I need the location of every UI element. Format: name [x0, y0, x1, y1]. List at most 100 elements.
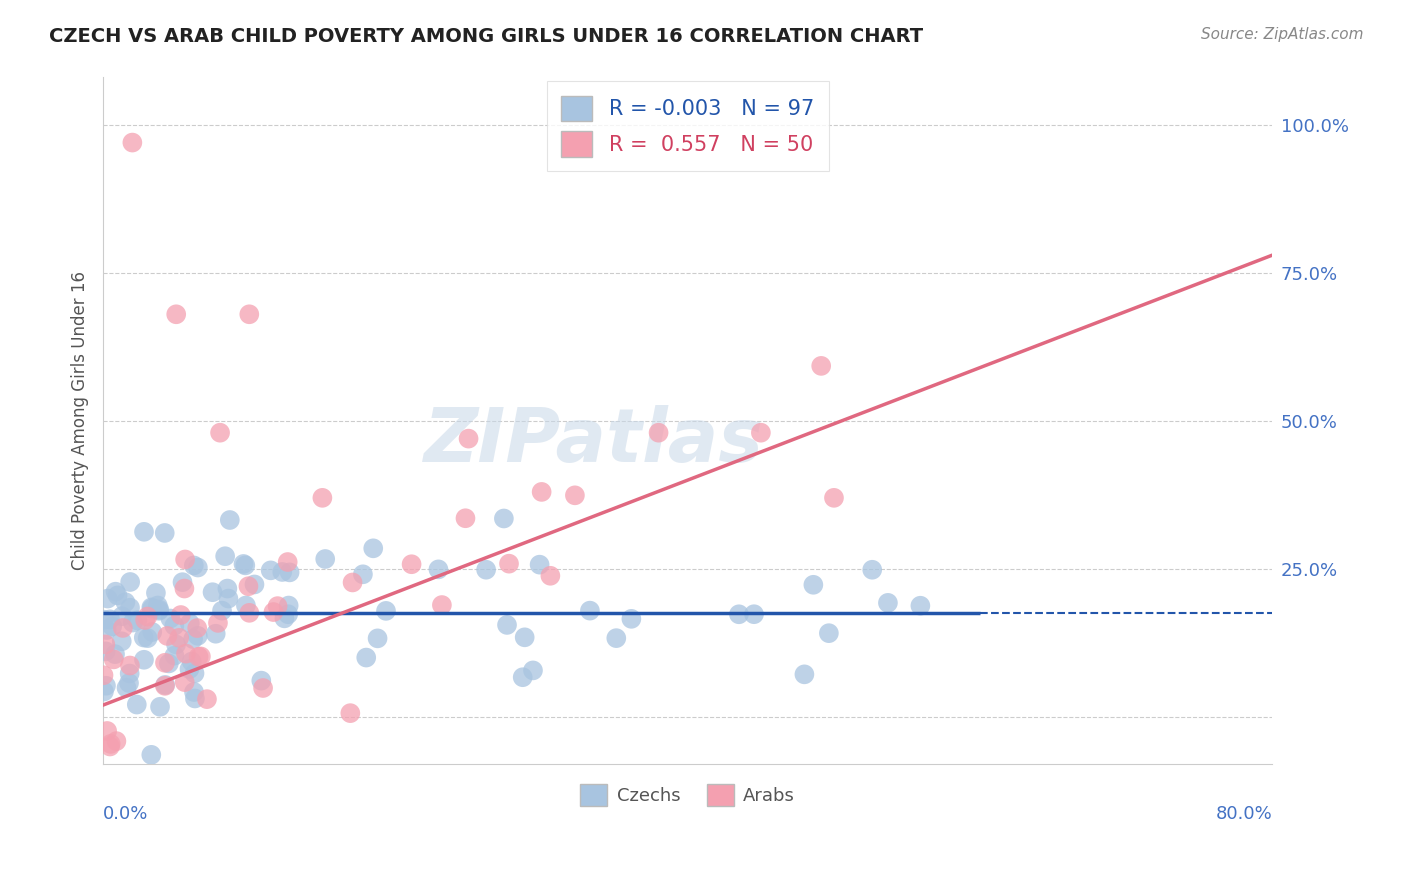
Point: [141, 601, 163, 615]
Point: [94, 679, 117, 693]
Point: [186, 621, 208, 635]
Point: [352, 567, 374, 582]
Text: ZIPatlas: ZIPatlas: [425, 405, 765, 478]
Point: [120, 574, 142, 589]
Point: [277, 607, 299, 622]
Point: [125, 698, 148, 712]
Point: [156, 629, 179, 643]
Point: [342, 575, 364, 590]
Point: [195, 692, 218, 706]
Point: [163, 648, 186, 663]
Point: [238, 606, 260, 620]
Point: [149, 699, 172, 714]
Point: [170, 607, 193, 622]
Point: [605, 631, 627, 645]
Point: [217, 582, 239, 596]
Point: [375, 604, 398, 618]
Point: [173, 675, 195, 690]
Point: [93, 613, 115, 627]
Point: [93, 668, 115, 682]
Point: [207, 615, 229, 630]
Point: [134, 613, 156, 627]
Point: [96, 723, 118, 738]
Point: [238, 307, 260, 321]
Point: [104, 647, 127, 661]
Point: [94, 637, 117, 651]
Point: [314, 552, 336, 566]
Point: [742, 607, 765, 622]
Point: [498, 557, 520, 571]
Point: [104, 584, 127, 599]
Point: [103, 652, 125, 666]
Point: [214, 549, 236, 564]
Point: [105, 734, 128, 748]
Point: [121, 615, 143, 630]
Point: [250, 673, 273, 688]
Point: [513, 630, 536, 644]
Point: [101, 619, 124, 633]
Point: [457, 432, 479, 446]
Point: [183, 685, 205, 699]
Point: [136, 631, 159, 645]
Point: [172, 575, 194, 590]
Point: [187, 560, 209, 574]
Point: [118, 666, 141, 681]
Point: [277, 555, 299, 569]
Point: [647, 425, 669, 440]
Point: [512, 670, 534, 684]
Text: CZECH VS ARAB CHILD POVERTY AMONG GIRLS UNDER 16 CORRELATION CHART: CZECH VS ARAB CHILD POVERTY AMONG GIRLS …: [49, 27, 924, 45]
Point: [538, 568, 561, 582]
Point: [153, 678, 176, 692]
Point: [181, 632, 204, 646]
Point: [793, 667, 815, 681]
Point: [201, 585, 224, 599]
Point: [132, 524, 155, 539]
Point: [121, 136, 143, 150]
Point: [167, 631, 190, 645]
Point: [132, 653, 155, 667]
Text: Source: ZipAtlas.com: Source: ZipAtlas.com: [1201, 27, 1364, 42]
Point: [339, 706, 361, 720]
Point: [492, 511, 515, 525]
Point: [127, 613, 149, 627]
Point: [354, 650, 377, 665]
Point: [148, 604, 170, 618]
Point: [211, 604, 233, 618]
Point: [579, 604, 602, 618]
Point: [157, 657, 180, 671]
Point: [114, 595, 136, 609]
Point: [361, 541, 384, 556]
Point: [818, 626, 841, 640]
Point: [179, 616, 201, 631]
Y-axis label: Child Poverty Among Girls Under 16: Child Poverty Among Girls Under 16: [72, 271, 89, 570]
Point: [620, 612, 643, 626]
Point: [173, 582, 195, 596]
Point: [145, 586, 167, 600]
Point: [910, 599, 932, 613]
Point: [179, 662, 201, 676]
Point: [454, 511, 477, 525]
Point: [273, 611, 295, 625]
Point: [180, 655, 202, 669]
Point: [233, 558, 256, 573]
Point: [183, 666, 205, 681]
Point: [238, 579, 260, 593]
Point: [232, 557, 254, 571]
Point: [278, 566, 301, 580]
Point: [187, 649, 209, 664]
Point: [153, 656, 176, 670]
Point: [564, 488, 586, 502]
Point: [165, 307, 187, 321]
Point: [496, 618, 519, 632]
Point: [118, 676, 141, 690]
Point: [148, 602, 170, 616]
Point: [218, 513, 240, 527]
Point: [243, 577, 266, 591]
Point: [266, 599, 288, 614]
Point: [98, 612, 121, 626]
Point: [96, 623, 118, 637]
Point: [111, 609, 134, 624]
Point: [235, 599, 257, 613]
Point: [146, 599, 169, 613]
Point: [529, 558, 551, 572]
